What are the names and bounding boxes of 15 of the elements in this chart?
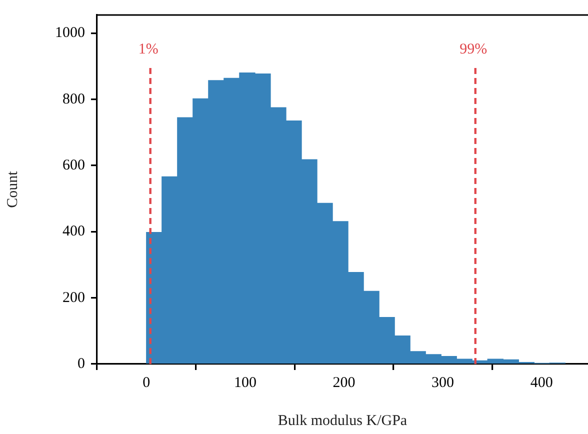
- y-tick-label: 400: [62, 224, 85, 240]
- x-axis-title: Bulk modulus K/GPa: [278, 412, 408, 429]
- x-tick-label: 400: [530, 374, 553, 391]
- annotation: 99%: [460, 41, 488, 58]
- y-tick-label: 800: [62, 91, 85, 108]
- y-axis-title: Count: [4, 170, 21, 208]
- x-tick-label: 300: [432, 374, 454, 391]
- x-tick-label: 200: [332, 374, 356, 391]
- x-tick-label: 100: [234, 374, 256, 391]
- y-tick-label: 200: [62, 290, 85, 306]
- y-tick-label: 1000: [55, 25, 85, 42]
- y-tick-label: 600: [62, 157, 85, 174]
- y-tick-label: 0: [78, 356, 85, 372]
- annotation: 1%: [138, 41, 158, 58]
- x-tick-label: 0: [142, 374, 150, 391]
